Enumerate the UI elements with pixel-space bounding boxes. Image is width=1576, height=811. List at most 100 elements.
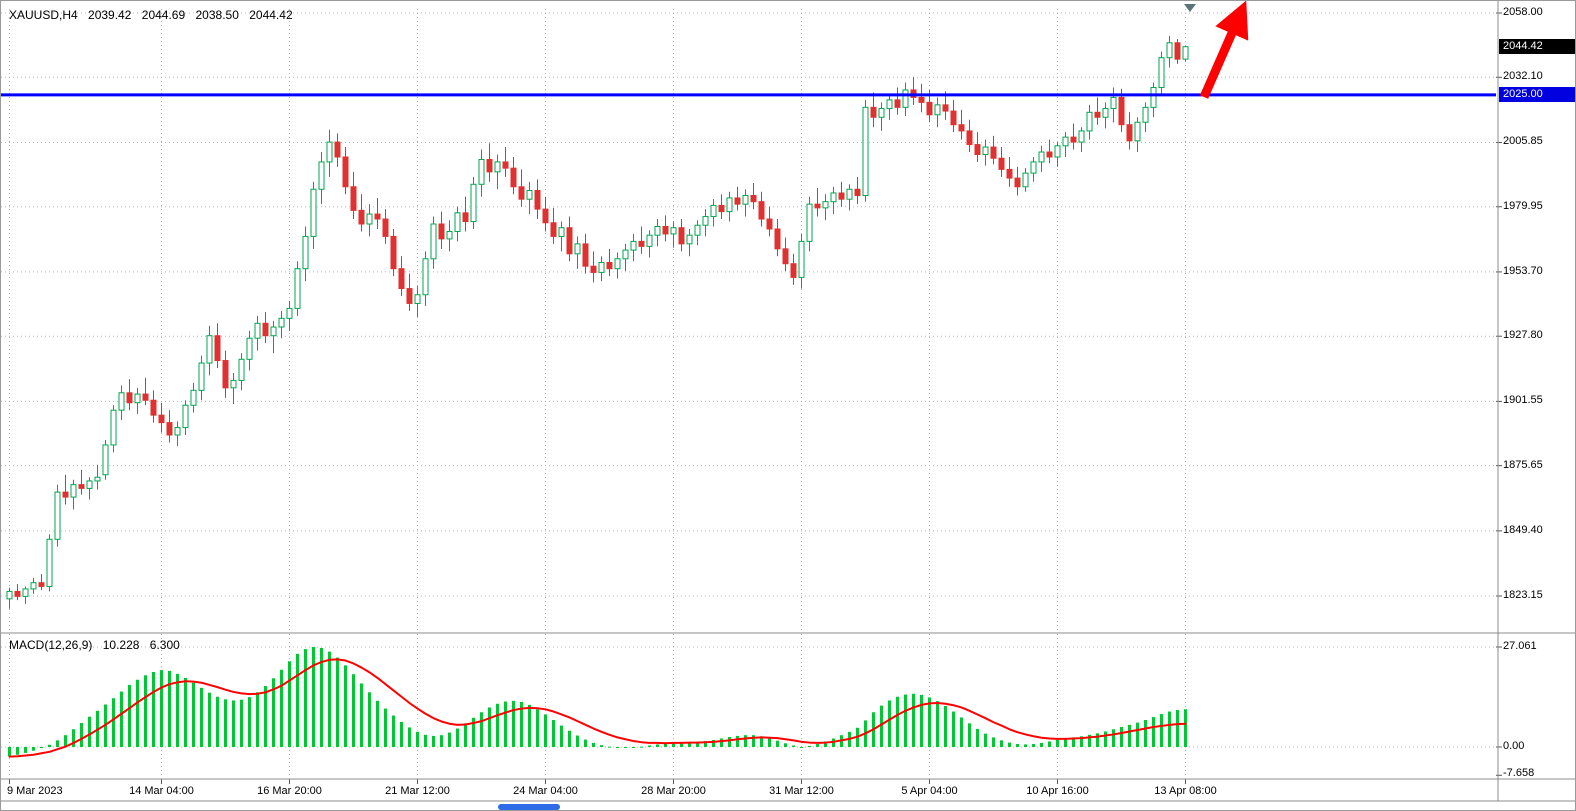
- macd-histogram-bar: [576, 735, 579, 747]
- symbol-period-label: XAUUSD,H4: [9, 8, 78, 22]
- candle-body: [182, 404, 189, 429]
- candle-body: [870, 106, 877, 118]
- macd-histogram-bar: [416, 731, 419, 747]
- candle-body: [558, 227, 565, 237]
- candle-body: [294, 268, 301, 309]
- candle-body: [350, 186, 357, 211]
- candle-body: [38, 582, 45, 587]
- macd-histogram-bar: [688, 742, 691, 747]
- macd-histogram-bar: [1072, 737, 1075, 747]
- macd-histogram-bar: [64, 735, 67, 747]
- candle-body: [742, 194, 749, 205]
- candle-body: [1078, 130, 1085, 143]
- candle-body: [934, 104, 941, 116]
- macd-histogram-bar: [496, 703, 499, 747]
- candle-body: [262, 322, 269, 337]
- candle-body: [246, 337, 253, 360]
- time-axis-label: 16 Mar 20:00: [257, 785, 322, 797]
- candle-body: [1174, 42, 1181, 60]
- candle-body: [1142, 106, 1149, 123]
- candle-body: [406, 288, 413, 304]
- candle-body: [710, 204, 717, 218]
- candle-body: [782, 248, 789, 265]
- candle-body: [646, 234, 653, 247]
- scrollbar-thumb[interactable]: [498, 804, 560, 810]
- macd-histogram-bar: [408, 727, 411, 747]
- macd-histogram-bar: [1136, 722, 1139, 747]
- candle-body: [462, 212, 469, 223]
- macd-histogram-bar: [72, 729, 75, 747]
- candle-body: [846, 188, 853, 200]
- candle-body: [1086, 111, 1093, 132]
- macd-histogram-bar: [488, 707, 491, 747]
- macd-histogram-bar: [352, 674, 355, 747]
- candle-body: [654, 225, 661, 236]
- macd-histogram-bar: [1112, 729, 1115, 747]
- macd-histogram-bar: [792, 745, 795, 747]
- macd-histogram-bar: [616, 747, 619, 748]
- macd-histogram-bar: [512, 700, 515, 747]
- macd-histogram-bar: [744, 735, 747, 747]
- candle-body: [670, 227, 677, 235]
- macd-histogram-bar: [1128, 724, 1131, 747]
- candle-body: [526, 189, 533, 200]
- macd-histogram-bar: [736, 735, 739, 747]
- macd-histogram-bar: [952, 711, 955, 747]
- macd-histogram-bar: [272, 678, 275, 747]
- candle-body: [326, 141, 333, 163]
- macd-histogram-bar: [984, 733, 987, 747]
- macd-histogram-bar: [568, 730, 571, 747]
- candle-body: [758, 201, 765, 220]
- candle-body: [918, 96, 925, 103]
- macd-histogram-bar: [608, 746, 611, 748]
- candle-body: [566, 227, 573, 255]
- candle-body: [574, 243, 581, 255]
- chart-shift-marker-icon[interactable]: [1184, 4, 1196, 12]
- macd-histogram-bar: [224, 699, 227, 747]
- candle-body: [798, 240, 805, 278]
- macd-histogram-bar: [296, 653, 299, 747]
- candle-body: [102, 444, 109, 476]
- macd-axis-label: 27.061: [1503, 640, 1537, 652]
- macd-histogram-bar: [448, 732, 451, 747]
- candle-body: [1038, 151, 1045, 163]
- macd-histogram-bar: [344, 665, 347, 747]
- candle-body: [230, 379, 237, 389]
- macd-histogram-bar: [256, 692, 259, 747]
- candle-body: [582, 243, 589, 267]
- candle-body: [734, 197, 741, 205]
- candle-body: [430, 223, 437, 260]
- price-axis-label: 2005.85: [1503, 135, 1543, 148]
- candle-body: [278, 317, 285, 328]
- candle-body: [118, 392, 125, 411]
- price-axis-label: 1823.15: [1503, 589, 1543, 601]
- candle-body: [550, 222, 557, 237]
- candle-body: [1094, 111, 1101, 118]
- trend-arrow-object[interactable]: [1199, 1, 1249, 99]
- macd-histogram-bar: [808, 745, 811, 747]
- price-axis-label: 1927.80: [1503, 329, 1543, 342]
- candle-body: [422, 258, 429, 296]
- macd-histogram-bar: [664, 743, 667, 747]
- macd-histogram-bar: [752, 735, 755, 747]
- candle-body: [1166, 42, 1173, 59]
- candle-body: [62, 491, 69, 498]
- candle-body: [630, 240, 637, 251]
- candle-body: [134, 393, 141, 404]
- time-axis-label: 10 Apr 16:00: [1026, 785, 1089, 797]
- macd-histogram-bar: [768, 738, 771, 747]
- candle-body: [502, 161, 509, 169]
- candle-body: [694, 224, 701, 236]
- candle-body: [454, 212, 461, 232]
- macd-histogram-bar: [88, 716, 91, 747]
- macd-histogram-bar: [976, 728, 979, 747]
- candle-body: [142, 393, 149, 401]
- macd-indicator-label: MACD(12,26,9) 10.228 6.300: [9, 638, 187, 652]
- macd-histogram-bar: [880, 705, 883, 747]
- macd-histogram-bar: [240, 699, 243, 747]
- time-axis-label: 13 Apr 08:00: [1154, 785, 1217, 797]
- macd-histogram-bar: [1048, 741, 1051, 747]
- macd-histogram-bar: [920, 694, 923, 747]
- candle-body: [622, 249, 629, 260]
